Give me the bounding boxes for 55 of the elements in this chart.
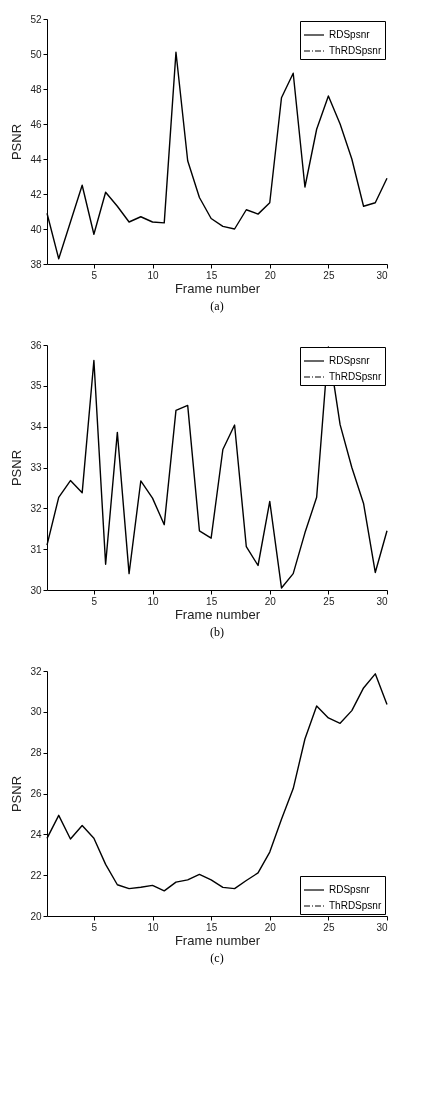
y-tick-label: 46 xyxy=(30,118,42,130)
y-tick-label: 20 xyxy=(30,910,42,922)
x-tick-label: 15 xyxy=(206,595,218,607)
x-tick-label: 5 xyxy=(91,269,98,281)
x-tick-label: 30 xyxy=(376,921,388,933)
x-tick-label: 25 xyxy=(323,595,335,607)
x-tick-label: 20 xyxy=(264,921,277,933)
x-tick-label: 5 xyxy=(91,921,98,933)
text: (c) xyxy=(210,951,224,965)
y-tick-label: 32 xyxy=(30,502,42,514)
y-tick-label: 42 xyxy=(30,188,42,200)
text: (b) xyxy=(210,625,224,639)
y-tick-label: 26 xyxy=(30,788,42,799)
legend-label: RDSpsnr xyxy=(329,884,371,895)
x-tick-label: 10 xyxy=(147,921,160,933)
x-axis-title: Frame number xyxy=(174,280,261,296)
x-tick-label: 30 xyxy=(376,595,388,607)
x-tick-label: 15 xyxy=(206,921,218,933)
y-tick-label: 30 xyxy=(30,706,42,718)
y-tick-label: 33 xyxy=(30,462,42,473)
y-tick-label: 31 xyxy=(30,543,42,555)
y-tick-label: 35 xyxy=(30,380,42,392)
y-tick-label: 28 xyxy=(30,747,42,759)
legend-label: ThRDSpsnr xyxy=(329,900,382,911)
legend-label: ThRDSpsnr xyxy=(329,45,382,56)
x-tick-label: 10 xyxy=(147,595,160,607)
x-tick-label: 30 xyxy=(376,269,388,281)
y-tick-label: 50 xyxy=(30,48,42,60)
legend-label: ThRDSpsnr xyxy=(329,371,382,382)
x-tick-label: 25 xyxy=(323,269,335,281)
y-axis-title: PSNR xyxy=(9,449,25,487)
y-tick-label: 36 xyxy=(30,339,42,351)
legend-label: RDSpsnr xyxy=(329,355,371,366)
y-tick-label: 52 xyxy=(30,13,42,25)
x-axis-title: Frame number xyxy=(174,606,261,622)
y-tick-label: 24 xyxy=(30,828,42,840)
y-tick-label: 44 xyxy=(30,153,42,165)
text: (a) xyxy=(210,299,224,313)
y-tick-label: 38 xyxy=(30,258,42,270)
x-tick-label: 20 xyxy=(264,269,277,281)
y-tick-label: 32 xyxy=(30,665,42,677)
y-axis-title: PSNR xyxy=(9,123,25,161)
x-tick-label: 5 xyxy=(91,595,98,607)
y-tick-label: 30 xyxy=(30,584,42,596)
legend-label: RDSpsnr xyxy=(329,29,371,40)
x-tick-label: 20 xyxy=(264,595,277,607)
y-axis-title: PSNR xyxy=(9,775,25,813)
y-tick-label: 48 xyxy=(30,83,42,95)
y-tick-label: 22 xyxy=(30,869,42,881)
x-tick-label: 10 xyxy=(147,269,160,281)
x-tick-label: 25 xyxy=(323,921,335,933)
x-tick-label: 15 xyxy=(206,269,218,281)
y-tick-label: 34 xyxy=(30,421,42,433)
x-axis-title: Frame number xyxy=(174,932,261,948)
y-tick-label: 40 xyxy=(30,223,42,235)
